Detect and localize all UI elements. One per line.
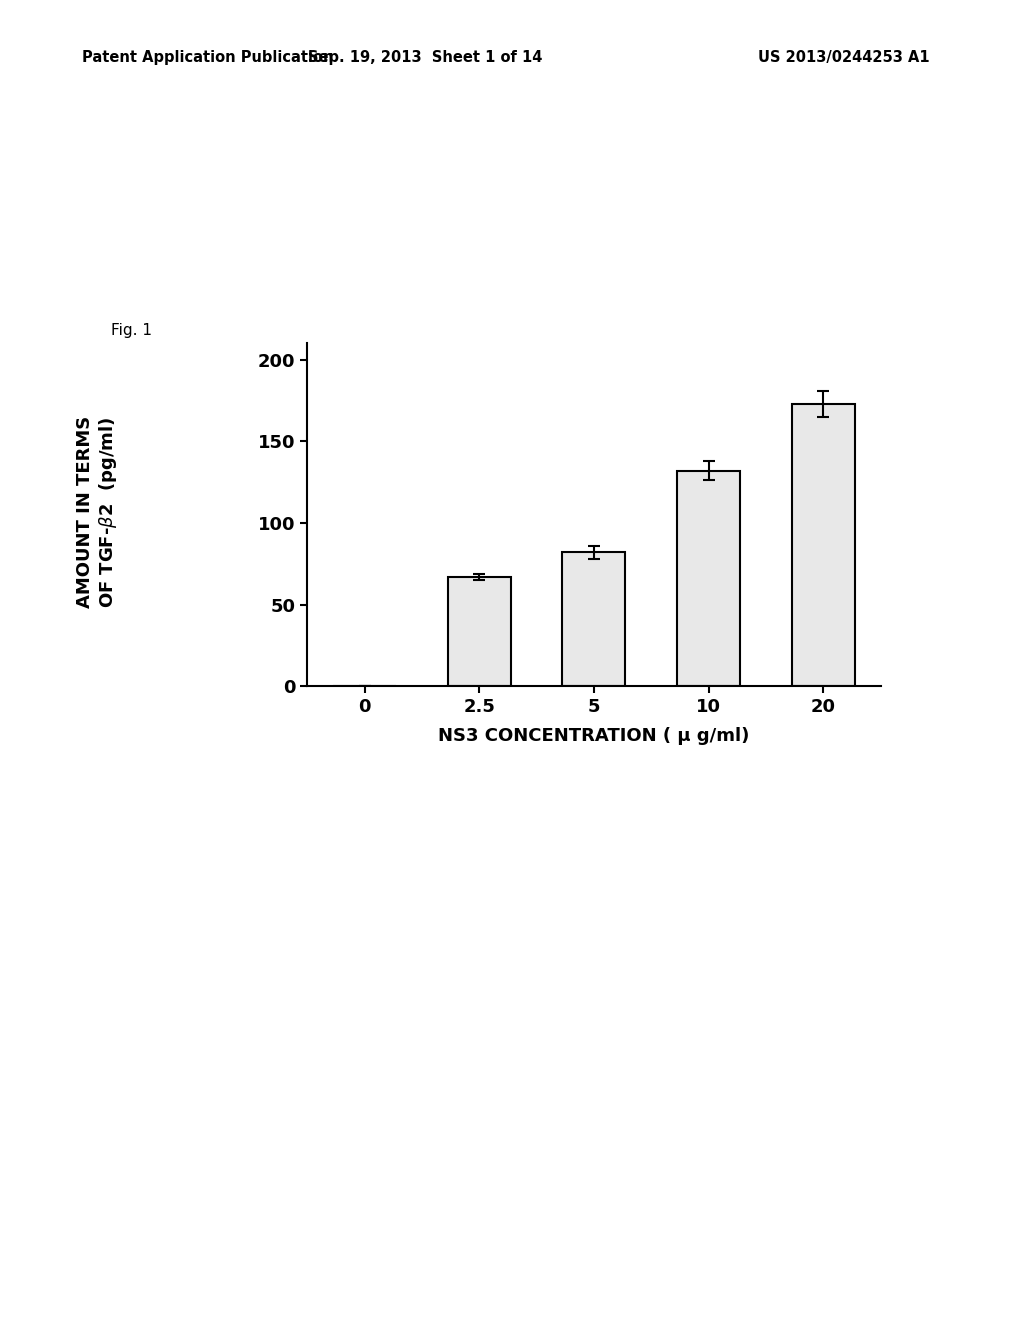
Text: Sep. 19, 2013  Sheet 1 of 14: Sep. 19, 2013 Sheet 1 of 14 — [308, 50, 542, 65]
Text: Patent Application Publication: Patent Application Publication — [82, 50, 334, 65]
Text: Fig. 1: Fig. 1 — [111, 323, 152, 338]
Bar — [562, 552, 626, 686]
Bar — [677, 471, 740, 686]
Bar — [792, 404, 855, 686]
Text: US 2013/0244253 A1: US 2013/0244253 A1 — [758, 50, 930, 65]
X-axis label: NS3 CONCENTRATION ( μ g/ml): NS3 CONCENTRATION ( μ g/ml) — [438, 727, 750, 746]
Bar — [447, 577, 511, 686]
Text: AMOUNT IN TERMS
OF TGF-$\mathit{\beta}$2  (pg/ml): AMOUNT IN TERMS OF TGF-$\mathit{\beta}$2… — [76, 416, 119, 609]
